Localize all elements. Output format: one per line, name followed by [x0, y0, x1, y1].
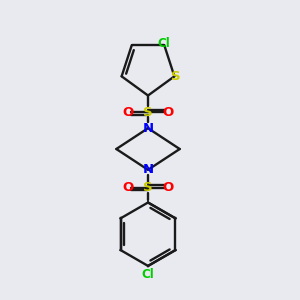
Text: S: S — [143, 181, 153, 194]
Text: O: O — [162, 106, 173, 119]
Text: O: O — [162, 181, 173, 194]
Text: S: S — [171, 70, 180, 83]
Text: Cl: Cl — [157, 37, 170, 50]
Text: N: N — [142, 163, 154, 176]
Text: Cl: Cl — [142, 268, 154, 281]
Text: N: N — [142, 122, 154, 135]
Text: O: O — [123, 181, 134, 194]
Text: O: O — [123, 106, 134, 119]
Text: S: S — [143, 106, 153, 119]
